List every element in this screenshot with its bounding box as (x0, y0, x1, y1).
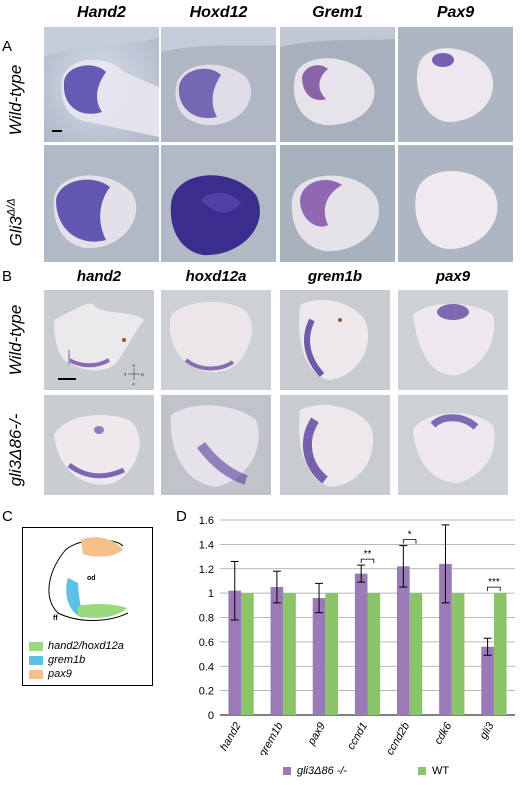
panel-b-col-heading: grem1b (307, 268, 363, 285)
bar-mutant (270, 587, 284, 715)
x-tick-label: ccnd1 (345, 721, 370, 752)
x-tick-label: grem1b (257, 721, 286, 756)
panel-a-col-heading: Grem1 (312, 4, 363, 21)
bar-wt (325, 593, 338, 715)
legend-label: grem1b (48, 654, 86, 666)
embryo-image-hoxd12-mutant (161, 145, 276, 262)
legend-label-wt: WT (432, 765, 450, 777)
embryo-image-grem1-mutant (280, 145, 395, 262)
bar-mutant (481, 646, 494, 715)
panel-b-row-label: gli3Δ86-/- (6, 413, 25, 487)
legend-item: pax9 (29, 668, 72, 680)
fin-image-hoxd12a-mutant (161, 395, 271, 495)
panel-b-col-heading: hoxd12a (185, 268, 247, 285)
x-tick-label: ccnd2b (384, 721, 412, 756)
gli3-label: Gli3 (6, 216, 26, 247)
y-tick-label: 0 (208, 710, 214, 722)
fin-schematic: od ff hand2/hoxd12a grem1b pax9 (22, 527, 153, 686)
legend-label-mutant: gli3Δ86 -/- (297, 765, 348, 777)
panel-label-b: B (2, 268, 13, 285)
y-tick-label: 1.4 (199, 539, 214, 551)
label-od: od (87, 575, 96, 582)
axis-label-a: a (133, 363, 136, 368)
legend-label: pax9 (48, 668, 72, 680)
axis-label-p: p (133, 381, 136, 386)
fin-image-pax9-wt (398, 290, 508, 390)
embryo-image-hoxd12-wt (161, 27, 276, 142)
significance-bracket (487, 586, 501, 592)
x-tick-label: cdk6 (432, 720, 454, 747)
panel-label-c: C (2, 508, 13, 525)
significance-label: *** (488, 577, 500, 588)
bar-chart: 0 0.2 0.4 0.6 0.8 1 1.2 1.4 1.6 hand2 grem1b pax9 cc… (199, 515, 515, 756)
panel-a-col-heading: Hand2 (77, 4, 126, 21)
axis-label-pr: pr (141, 372, 145, 377)
y-tick-label: 0.6 (199, 637, 214, 649)
significance-bracket (402, 539, 417, 544)
bar-wt (493, 593, 507, 715)
panel-label-a: A (2, 38, 13, 55)
axis-label-d: d (124, 372, 126, 377)
legend-swatch-orange (29, 669, 43, 679)
panel-a-row-label: Wild-type (6, 64, 25, 136)
panel-b-col-heading: pax9 (435, 268, 471, 285)
chart-legend-mutant: gli3Δ86 -/- (283, 765, 347, 777)
y-tick-label: 0.2 (199, 686, 214, 698)
panel-a-col-heading: Hoxd12 (189, 4, 248, 21)
significance-label: * (408, 530, 412, 541)
panel-b-row-label: Wild-type (6, 304, 25, 376)
bar-mutant (312, 598, 326, 715)
label-ff: ff (53, 615, 58, 622)
legend-item: grem1b (29, 654, 85, 666)
fin-image-hoxd12a-wt (161, 290, 271, 390)
bar-wt (367, 593, 381, 715)
embryo-image-hand2-wt (44, 27, 159, 142)
x-tick-label: gli3 (478, 720, 497, 742)
fin-image-hand2-mutant (44, 395, 154, 495)
significance-label: ** (364, 549, 372, 560)
bar-mutant (228, 590, 242, 715)
significance-bracket (360, 558, 375, 564)
embryo-image-hand2-mutant (44, 145, 159, 262)
chart-legend-wt: WT (418, 765, 449, 777)
x-tick-label: hand2 (218, 721, 244, 753)
legend-swatch-mutant (283, 767, 291, 776)
y-tick-label: 1.6 (199, 515, 214, 527)
legend-swatch-wt (418, 767, 426, 776)
bar-wt (409, 593, 423, 715)
legend-swatch-blue (29, 655, 43, 665)
y-tick-label: 0.8 (199, 613, 214, 625)
bar-wt (451, 593, 465, 715)
embryo-image-pax9-wt (398, 27, 513, 142)
legend-item: hand2/hoxd12a (29, 640, 124, 652)
legend-label: hand2/hoxd12a (48, 640, 124, 652)
legend-swatch-green (29, 641, 43, 651)
fin-image-pax9-mutant (398, 395, 508, 495)
y-tick-label: 0.4 (199, 661, 214, 673)
bar-wt (241, 593, 254, 715)
y-tick-label: 1.2 (199, 564, 214, 576)
fin-image-grem1b-mutant (280, 395, 390, 495)
bar-wt (283, 593, 296, 715)
panel-a-col-heading: Pax9 (436, 4, 475, 21)
panel-a-row-label: Gli3Δ/Δ (6, 172, 27, 272)
delta-superscript: Δ/Δ (5, 198, 18, 217)
fin-image-hand2-wt: a p d pr (44, 290, 154, 390)
bar-mutant (439, 563, 452, 715)
x-tick-label: pax9 (305, 721, 328, 749)
bar-mutant (397, 566, 410, 715)
embryo-image-grem1-wt (280, 27, 395, 142)
panel-b-col-heading: hand2 (76, 268, 122, 285)
fin-image-grem1b-wt (280, 290, 390, 390)
y-tick-label: 1 (208, 588, 214, 600)
bar-mutant (354, 573, 368, 715)
panel-label-d: D (176, 508, 187, 525)
embryo-image-pax9-mutant (398, 145, 513, 262)
